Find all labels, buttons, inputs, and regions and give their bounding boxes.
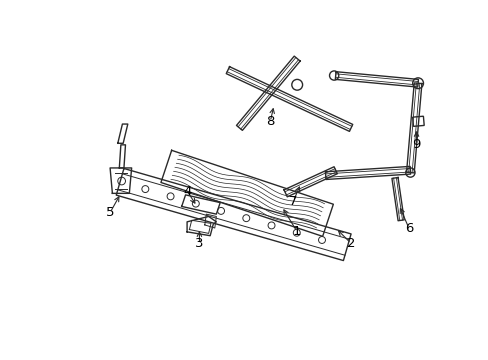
Text: 4: 4 <box>183 185 191 198</box>
Text: 5: 5 <box>105 206 114 219</box>
Bar <box>412 116 423 126</box>
Text: 6: 6 <box>404 221 412 234</box>
Text: 7: 7 <box>288 194 297 208</box>
Text: 9: 9 <box>411 138 420 151</box>
Text: 2: 2 <box>346 237 355 250</box>
Text: 1: 1 <box>292 225 301 238</box>
Text: 8: 8 <box>265 115 274 128</box>
Text: 3: 3 <box>195 237 203 250</box>
